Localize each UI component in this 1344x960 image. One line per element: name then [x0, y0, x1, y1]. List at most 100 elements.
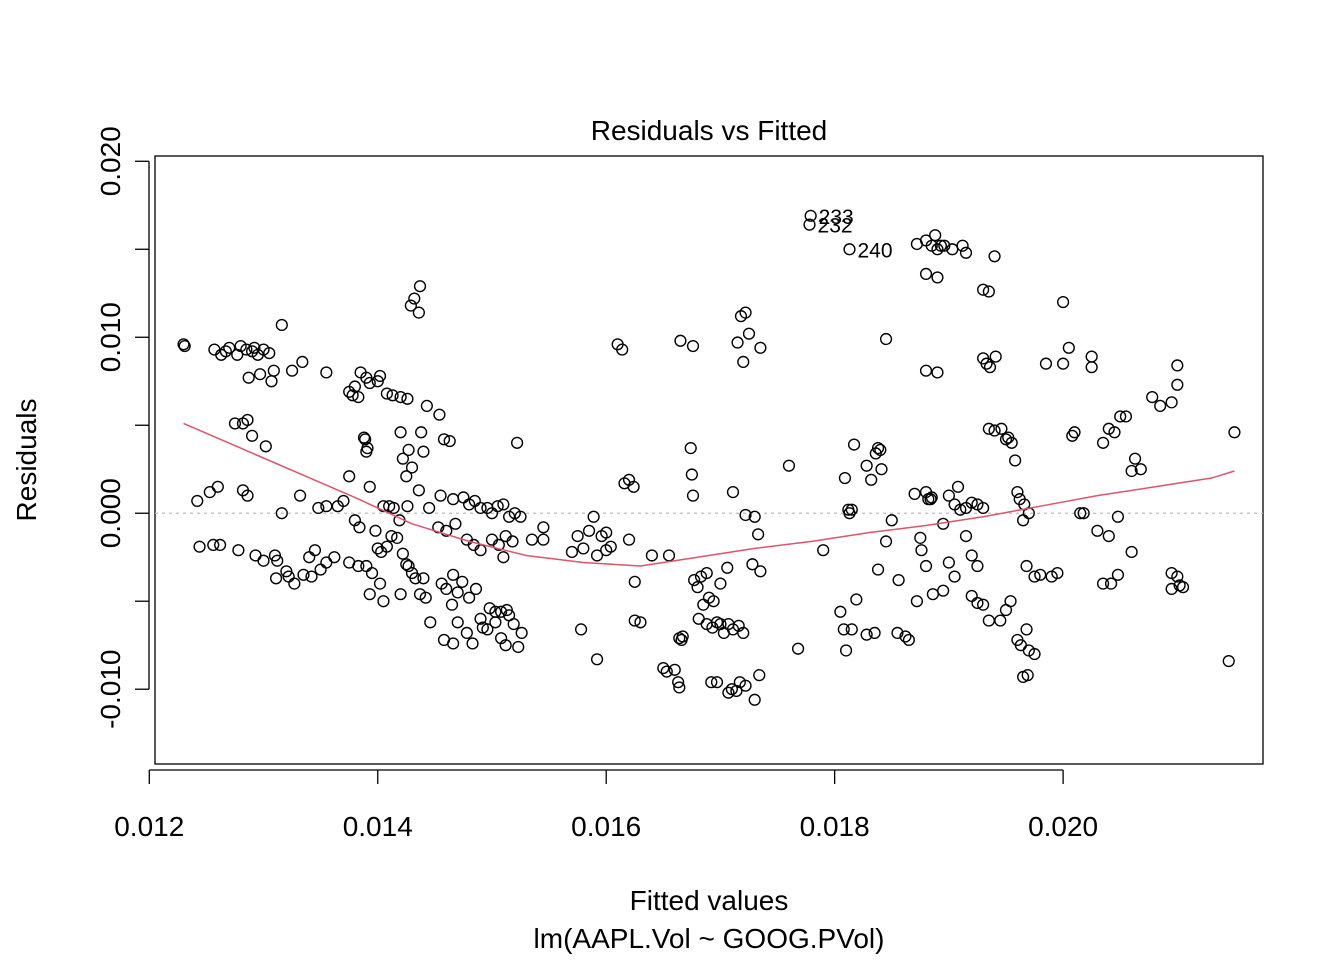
data-point	[803, 218, 816, 231]
data-point	[437, 433, 451, 446]
data-point	[891, 626, 904, 639]
data-point	[371, 375, 384, 388]
data-point	[1051, 566, 1064, 580]
point-label: 240	[857, 239, 892, 262]
data-point	[434, 489, 447, 502]
y-axis: -0.010 0.000 0.010 0.020	[95, 126, 150, 729]
data-point	[320, 500, 333, 513]
data-point	[223, 341, 236, 354]
data-point	[432, 521, 445, 534]
data-point	[942, 556, 955, 569]
data-point	[497, 551, 510, 564]
data-point	[249, 549, 262, 562]
data-point	[1020, 559, 1033, 573]
data-point	[885, 514, 898, 527]
data-point	[951, 480, 965, 493]
data-point	[971, 596, 984, 610]
data-point	[1171, 570, 1184, 583]
data-point	[1134, 463, 1147, 476]
data-point	[328, 551, 341, 564]
data-point	[1222, 654, 1235, 668]
data-point	[440, 524, 453, 537]
data-point	[977, 501, 990, 515]
data-point	[748, 510, 761, 523]
data-point	[628, 575, 641, 588]
data-point	[845, 623, 858, 636]
data-point	[739, 679, 752, 692]
data-point	[924, 493, 937, 506]
data-point	[1171, 359, 1184, 372]
data-point	[931, 366, 944, 379]
data-point	[577, 542, 590, 555]
data-point	[363, 376, 376, 390]
data-point	[417, 572, 430, 585]
data-point	[449, 517, 462, 530]
data-point	[989, 350, 1002, 363]
data-point	[871, 563, 885, 576]
data-point	[983, 361, 997, 374]
data-point	[352, 390, 365, 404]
data-point	[1091, 524, 1104, 537]
data-point	[489, 616, 502, 629]
data-point	[497, 498, 510, 511]
data-point	[865, 473, 878, 486]
data-point	[208, 343, 221, 356]
data-point	[240, 343, 253, 356]
data-point	[312, 501, 325, 515]
data-point	[722, 686, 735, 699]
data-point	[385, 530, 398, 543]
data-point	[363, 588, 376, 601]
data-point	[469, 582, 483, 596]
data-point	[363, 480, 376, 493]
data-point	[500, 603, 513, 617]
data-point	[447, 493, 460, 506]
data-point	[296, 355, 309, 368]
data-point	[965, 589, 978, 603]
data-point	[600, 526, 613, 539]
data-point	[1068, 426, 1081, 439]
data-point	[1096, 436, 1110, 449]
data-point	[994, 614, 1007, 627]
data-point	[481, 623, 494, 636]
data-point	[628, 614, 641, 627]
data-point	[499, 639, 512, 652]
data-point	[688, 574, 701, 587]
data-point	[419, 591, 432, 604]
data-point	[1021, 669, 1034, 682]
data-point	[457, 491, 470, 504]
data-point	[396, 452, 409, 465]
point-label: 233	[819, 206, 854, 229]
data-point	[394, 588, 407, 601]
data-point	[1028, 647, 1041, 661]
data-point	[1009, 454, 1022, 467]
data-point	[988, 424, 1001, 437]
data-point	[288, 577, 301, 590]
data-point	[506, 535, 519, 548]
data-point	[660, 665, 673, 678]
data-point	[657, 661, 670, 675]
data-point	[685, 468, 698, 481]
data-point	[731, 336, 744, 349]
x-tick-label: 0.012	[114, 811, 184, 842]
data-point	[672, 676, 685, 689]
data-point	[303, 551, 316, 564]
data-point	[565, 545, 579, 559]
data-point	[875, 463, 888, 476]
x-tick-label: 0.018	[800, 811, 870, 842]
data-point	[742, 327, 756, 340]
data-point	[692, 612, 705, 625]
data-point	[191, 494, 204, 508]
data-point	[510, 436, 524, 449]
data-point	[684, 442, 697, 455]
data-point	[739, 306, 752, 319]
data-point	[537, 533, 550, 546]
data-point	[424, 616, 437, 629]
data-point	[357, 431, 371, 444]
data-point	[405, 461, 419, 474]
data-point	[860, 459, 873, 472]
y-axis-title: Residuals	[11, 399, 42, 522]
data-point	[604, 540, 617, 553]
y-tick-label: 0.000	[95, 478, 126, 548]
data-point	[269, 572, 283, 585]
